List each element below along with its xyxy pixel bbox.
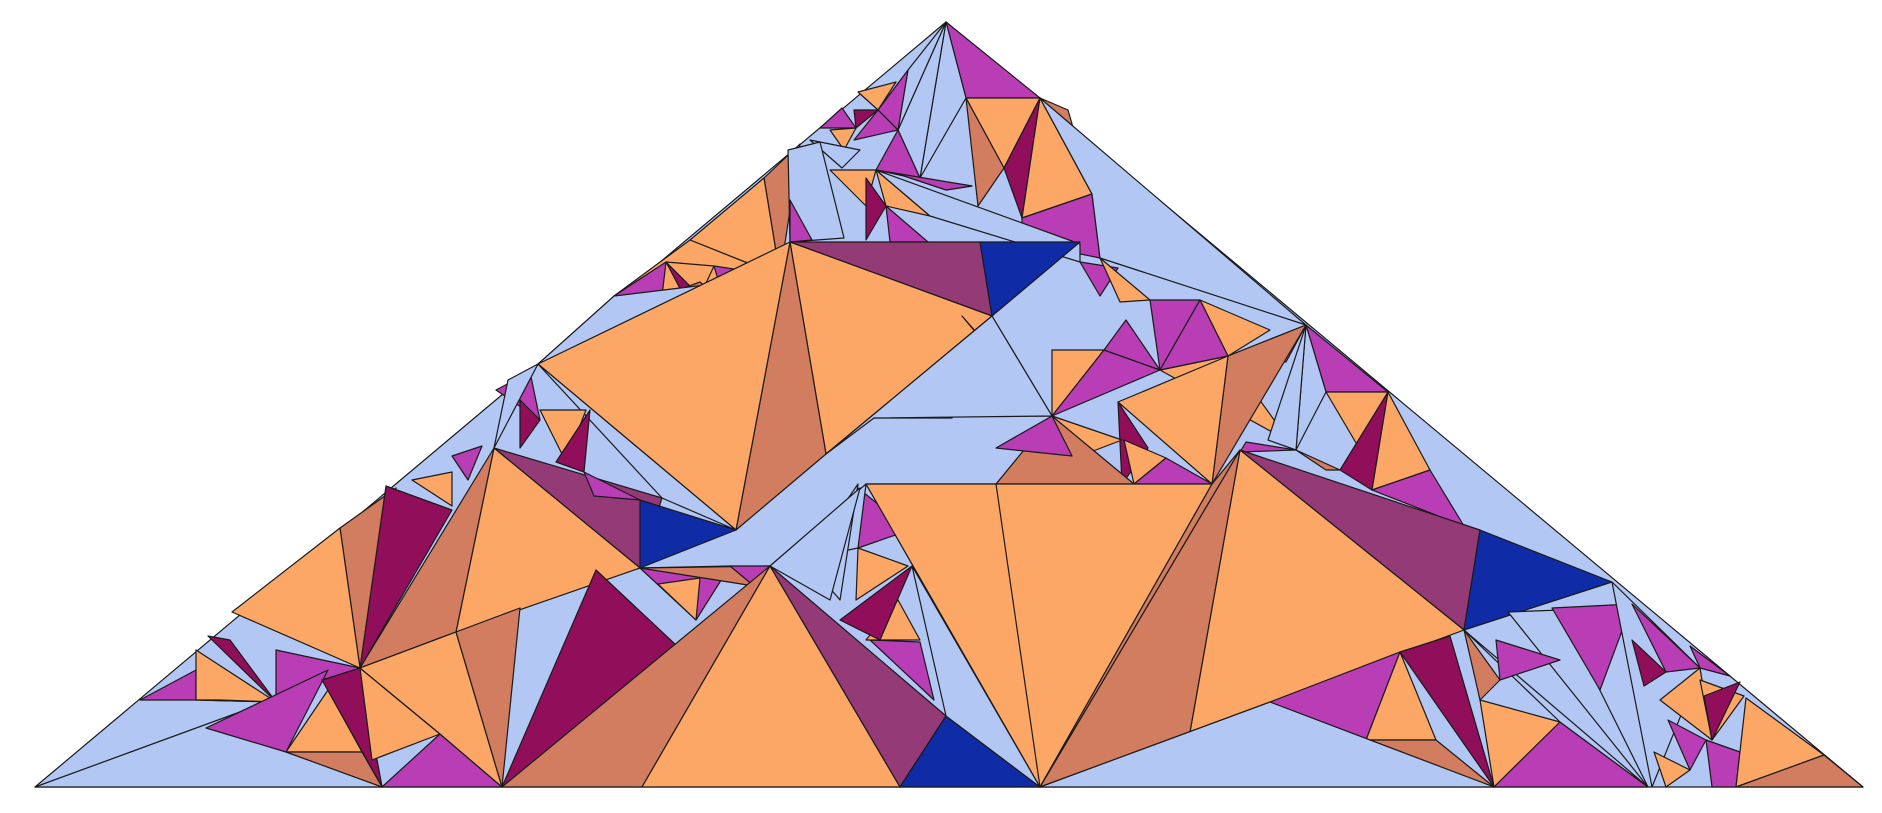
tile [583, 471, 641, 501]
tile [1371, 469, 1465, 527]
tile [853, 109, 879, 129]
tile [519, 399, 541, 449]
tile [853, 109, 899, 141]
tile [809, 139, 861, 169]
tile [411, 471, 453, 507]
tile [537, 363, 737, 531]
tile [657, 577, 701, 621]
tile [979, 241, 1081, 317]
tiles-group [34, 21, 1864, 788]
tile [857, 81, 897, 111]
tile [1653, 751, 1691, 788]
tile [1159, 299, 1229, 371]
tile [1099, 257, 1151, 303]
tile [1239, 441, 1297, 453]
tile [207, 635, 277, 703]
tile [1399, 635, 1495, 788]
tile [1631, 639, 1667, 687]
tile [359, 485, 453, 669]
tile [965, 97, 1005, 207]
tile [1117, 355, 1229, 485]
tile [1267, 324, 1307, 451]
tile [869, 639, 935, 701]
tile [1495, 639, 1561, 681]
tile [1463, 629, 1501, 701]
tile [875, 169, 973, 191]
tile [1039, 701, 1495, 788]
tile [639, 499, 737, 569]
tile [865, 177, 887, 241]
tile [839, 565, 913, 641]
tile [451, 445, 483, 481]
tile [205, 669, 329, 753]
tile [493, 363, 539, 449]
tile [1103, 319, 1161, 371]
tile [231, 527, 361, 669]
tile [455, 607, 521, 788]
tile [829, 127, 857, 151]
tile [789, 199, 813, 243]
tile [1667, 719, 1707, 771]
tile [195, 699, 277, 703]
tile [1551, 603, 1633, 691]
tile [1735, 754, 1864, 788]
tile [865, 483, 1041, 788]
tile [139, 669, 197, 701]
tile [769, 487, 861, 601]
tile [995, 415, 1073, 457]
tile [819, 107, 857, 129]
tile [787, 141, 845, 243]
tile [285, 751, 383, 788]
tile [1463, 529, 1613, 631]
tile [855, 547, 909, 601]
tile [1039, 449, 1241, 788]
tile [1295, 449, 1341, 471]
tile [1689, 645, 1731, 677]
tile [1703, 681, 1741, 741]
tile [555, 409, 591, 473]
tile [1631, 603, 1701, 673]
